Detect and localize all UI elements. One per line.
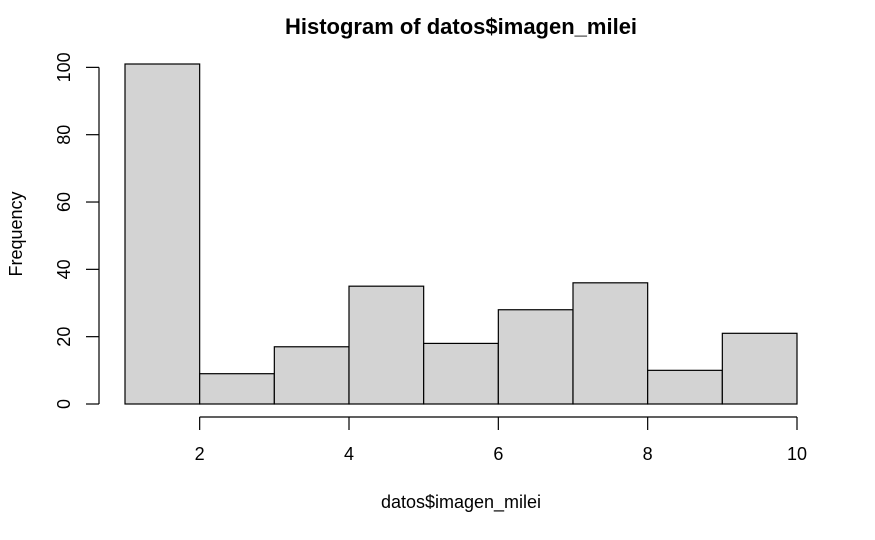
histogram-bar xyxy=(273,346,350,405)
x-axis-label: datos$imagen_milei xyxy=(381,492,541,513)
y-axis-label: Frequency xyxy=(6,191,26,276)
y-tick-label: 20 xyxy=(54,327,74,347)
y-tick-label: 100 xyxy=(54,52,74,82)
x-tick-label: 4 xyxy=(344,444,354,464)
y-tick-label: 80 xyxy=(54,125,74,145)
x-tick-label: 6 xyxy=(493,444,503,464)
y-axis: 0 20 40 60 80 100 xyxy=(54,52,100,409)
y-tick-label: 40 xyxy=(54,259,74,279)
x-tick-label: 2 xyxy=(195,444,205,464)
histogram-bar xyxy=(199,373,275,405)
bars-group xyxy=(124,63,798,405)
histogram-bar xyxy=(423,342,499,405)
x-tick-label: 10 xyxy=(787,444,807,464)
x-tick-label: 8 xyxy=(643,444,653,464)
y-tick-label: 0 xyxy=(54,399,74,409)
x-axis: 2 4 6 8 10 xyxy=(195,416,807,464)
y-tick-label: 60 xyxy=(54,192,74,212)
histogram-bar xyxy=(497,309,574,405)
histogram-bar xyxy=(721,332,798,405)
histogram-bar xyxy=(572,282,649,405)
histogram-bar xyxy=(124,63,201,405)
histogram-bar xyxy=(348,285,425,405)
chart-title: Histogram of datos$imagen_milei xyxy=(285,14,637,39)
histogram-bar xyxy=(647,369,723,405)
